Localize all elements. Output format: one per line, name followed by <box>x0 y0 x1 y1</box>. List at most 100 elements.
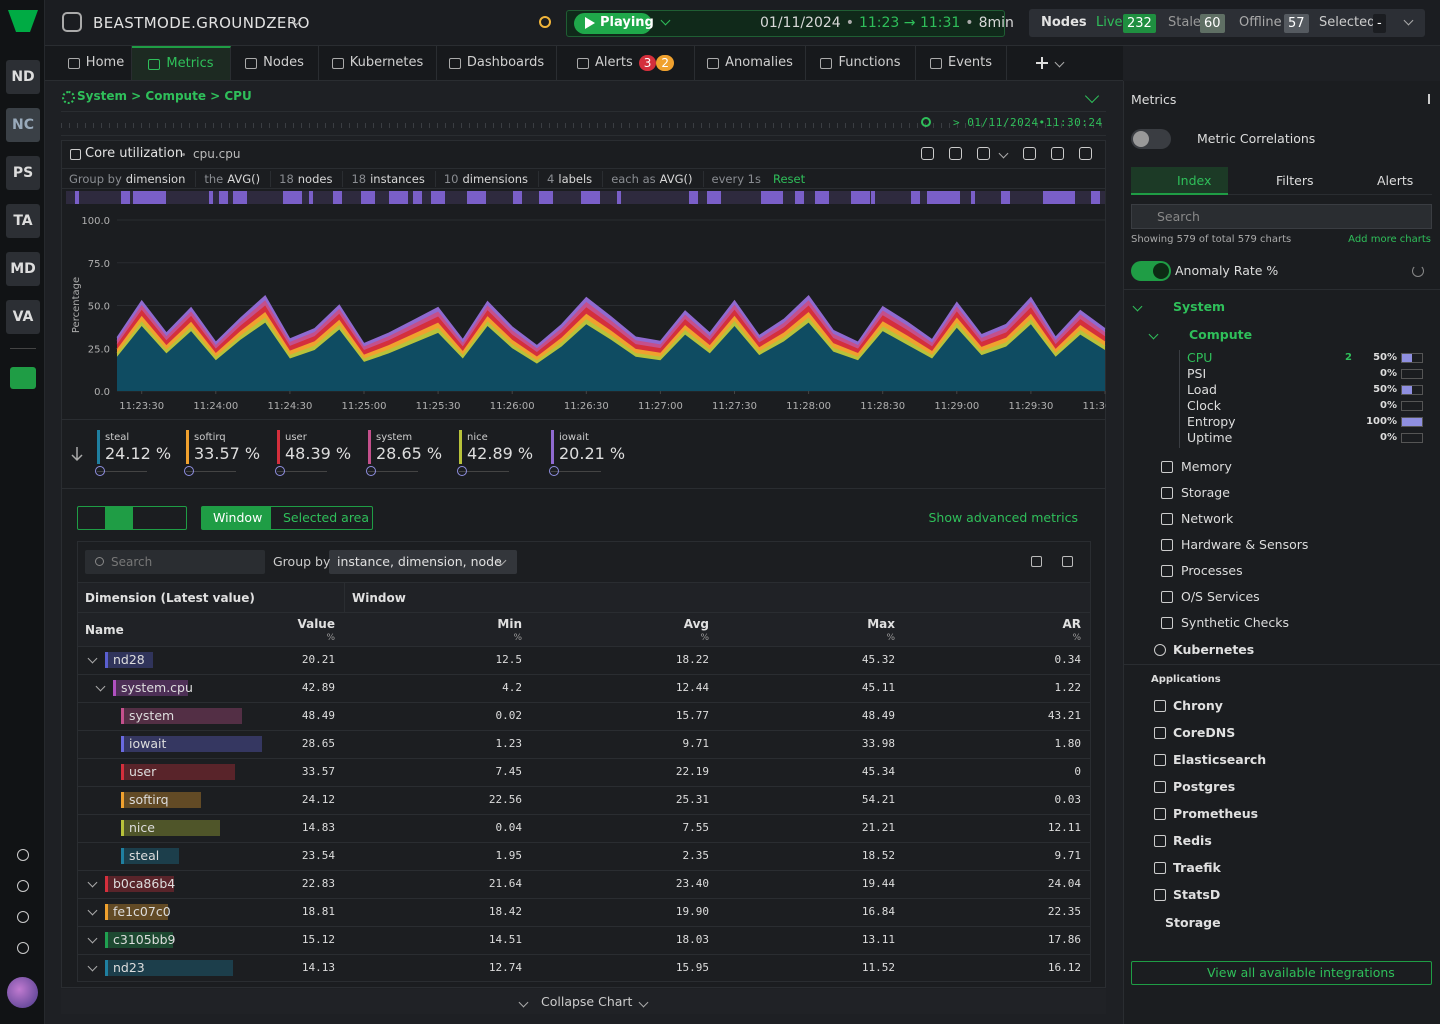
table-row[interactable] <box>78 702 1090 730</box>
legend-name[interactable]: steal <box>105 432 130 443</box>
table-row[interactable] <box>78 758 1090 786</box>
space-button[interactable]: TA <box>6 204 40 238</box>
nav-tab[interactable]: Home <box>61 46 132 80</box>
space-button[interactable]: PS <box>6 156 40 190</box>
legend-knob[interactable] <box>457 466 467 476</box>
tree-chart[interactable]: PSI <box>1187 366 1207 381</box>
table-row[interactable] <box>78 870 1090 898</box>
tree-chart[interactable]: Uptime <box>1187 430 1233 445</box>
table-row[interactable] <box>78 898 1090 926</box>
legend-name[interactable]: nice <box>467 432 488 443</box>
space-button[interactable]: VA <box>6 300 40 334</box>
table-row[interactable] <box>78 786 1090 814</box>
table-action[interactable] <box>1031 556 1042 567</box>
view-icons[interactable] <box>77 506 187 530</box>
chart-action[interactable] <box>949 147 962 160</box>
tab-add[interactable] <box>1036 57 1048 69</box>
tree-kubernetes[interactable]: Kubernetes <box>1173 642 1255 657</box>
legend-name[interactable]: user <box>285 432 307 443</box>
table-row[interactable] <box>78 926 1090 954</box>
nav-tab[interactable]: Kubernetes <box>319 46 437 80</box>
rail-icon[interactable] <box>17 849 29 861</box>
tree-item[interactable]: Processes <box>1181 563 1243 578</box>
table-action[interactable] <box>1062 556 1073 567</box>
app-item[interactable]: CoreDNS <box>1173 725 1236 740</box>
nav-tab[interactable]: Metrics <box>132 46 231 80</box>
chart-action[interactable] <box>1023 147 1036 160</box>
table-row[interactable] <box>78 646 1090 674</box>
nav-tab[interactable]: Anomalies <box>695 46 806 80</box>
nav-tab[interactable]: Functions <box>806 46 916 80</box>
index-tab[interactable] <box>1131 167 1228 195</box>
chart-action[interactable] <box>1051 147 1064 160</box>
tree-system[interactable]: System <box>1173 299 1226 314</box>
legend-knob[interactable] <box>549 466 559 476</box>
space-button[interactable]: ND <box>6 60 40 94</box>
integrations-button[interactable] <box>1131 961 1432 985</box>
rail-icon[interactable] <box>17 942 29 954</box>
theme-icon[interactable] <box>539 16 551 28</box>
legend-name[interactable]: iowait <box>559 432 589 443</box>
rail-icon[interactable] <box>17 911 29 923</box>
window-button[interactable]: Window <box>213 510 263 525</box>
tree-item[interactable]: Synthetic Checks <box>1181 615 1289 630</box>
legend-knob[interactable] <box>95 466 105 476</box>
chart-action[interactable] <box>921 147 934 160</box>
refresh[interactable] <box>1412 265 1424 277</box>
app-item[interactable]: Elasticsearch <box>1173 752 1267 767</box>
app-item[interactable]: Prometheus <box>1173 806 1259 821</box>
tree-compute[interactable]: Compute <box>1189 327 1253 342</box>
control[interactable]: the AVG() <box>204 171 272 187</box>
chart-action[interactable] <box>1079 147 1092 160</box>
table-row[interactable] <box>78 674 1090 702</box>
tree-item[interactable]: Hardware & Sensors <box>1181 537 1309 552</box>
control[interactable]: Group by dimension <box>69 171 197 187</box>
group-by-value[interactable]: instance, dimension, node <box>337 554 502 569</box>
table-row[interactable] <box>78 814 1090 842</box>
app-item[interactable]: Postgres <box>1173 779 1236 794</box>
app-item[interactable]: Chrony <box>1173 698 1223 713</box>
tree-item[interactable]: Storage <box>1181 485 1230 500</box>
breadcrumb[interactable]: System > Compute > CPU <box>77 89 252 103</box>
chart-action[interactable] <box>977 147 990 160</box>
panel-close[interactable] <box>1414 94 1430 104</box>
panel-tab[interactable]: Index <box>1177 173 1212 188</box>
control[interactable]: 18 nodes <box>279 171 344 187</box>
space-button[interactable]: NC <box>6 108 40 142</box>
tree-chart[interactable]: Entropy <box>1187 414 1236 429</box>
avatar[interactable] <box>7 977 38 1008</box>
table-row[interactable] <box>78 954 1090 982</box>
group-select[interactable] <box>329 550 517 574</box>
rail-icon[interactable] <box>17 880 29 892</box>
add-space[interactable] <box>10 367 36 389</box>
tree-item[interactable]: Memory <box>1181 459 1232 474</box>
integrations[interactable]: View all available integrations <box>1207 965 1395 980</box>
control[interactable]: 4 labels <box>547 171 604 187</box>
app-item[interactable]: StatsD <box>1173 887 1221 902</box>
legend-knob[interactable] <box>275 466 285 476</box>
app-storage[interactable]: Storage <box>1165 915 1221 930</box>
space-button[interactable]: MD <box>6 252 40 286</box>
timeline-marker[interactable] <box>921 117 931 127</box>
app-item[interactable]: Traefik <box>1173 860 1221 875</box>
tree-item[interactable]: Network <box>1181 511 1234 526</box>
tree-item[interactable]: O/S Services <box>1181 589 1260 604</box>
tree-chart[interactable]: Load <box>1187 382 1217 397</box>
panel-search-box[interactable] <box>1131 204 1432 229</box>
control[interactable]: each as AVG() <box>611 171 704 187</box>
table-row[interactable] <box>78 730 1090 758</box>
app-item[interactable]: Redis <box>1173 833 1212 848</box>
table-row[interactable] <box>78 842 1090 870</box>
control[interactable]: 10 dimensions <box>444 171 540 187</box>
legend-name[interactable]: softirq <box>194 432 226 443</box>
legend-knob[interactable] <box>184 466 194 476</box>
legend-knob[interactable] <box>366 466 376 476</box>
nav-tab[interactable]: Dashboards <box>437 46 557 80</box>
nav-tab[interactable]: Events <box>916 46 1007 80</box>
play-button[interactable] <box>574 13 652 34</box>
table-search-box[interactable] <box>85 550 265 574</box>
collapse-chart[interactable]: Collapse Chart <box>541 994 633 1009</box>
control[interactable]: 18 instances <box>351 171 436 187</box>
panel-search[interactable]: Search <box>1157 209 1200 224</box>
selected-area-button[interactable]: Selected area <box>283 510 370 525</box>
